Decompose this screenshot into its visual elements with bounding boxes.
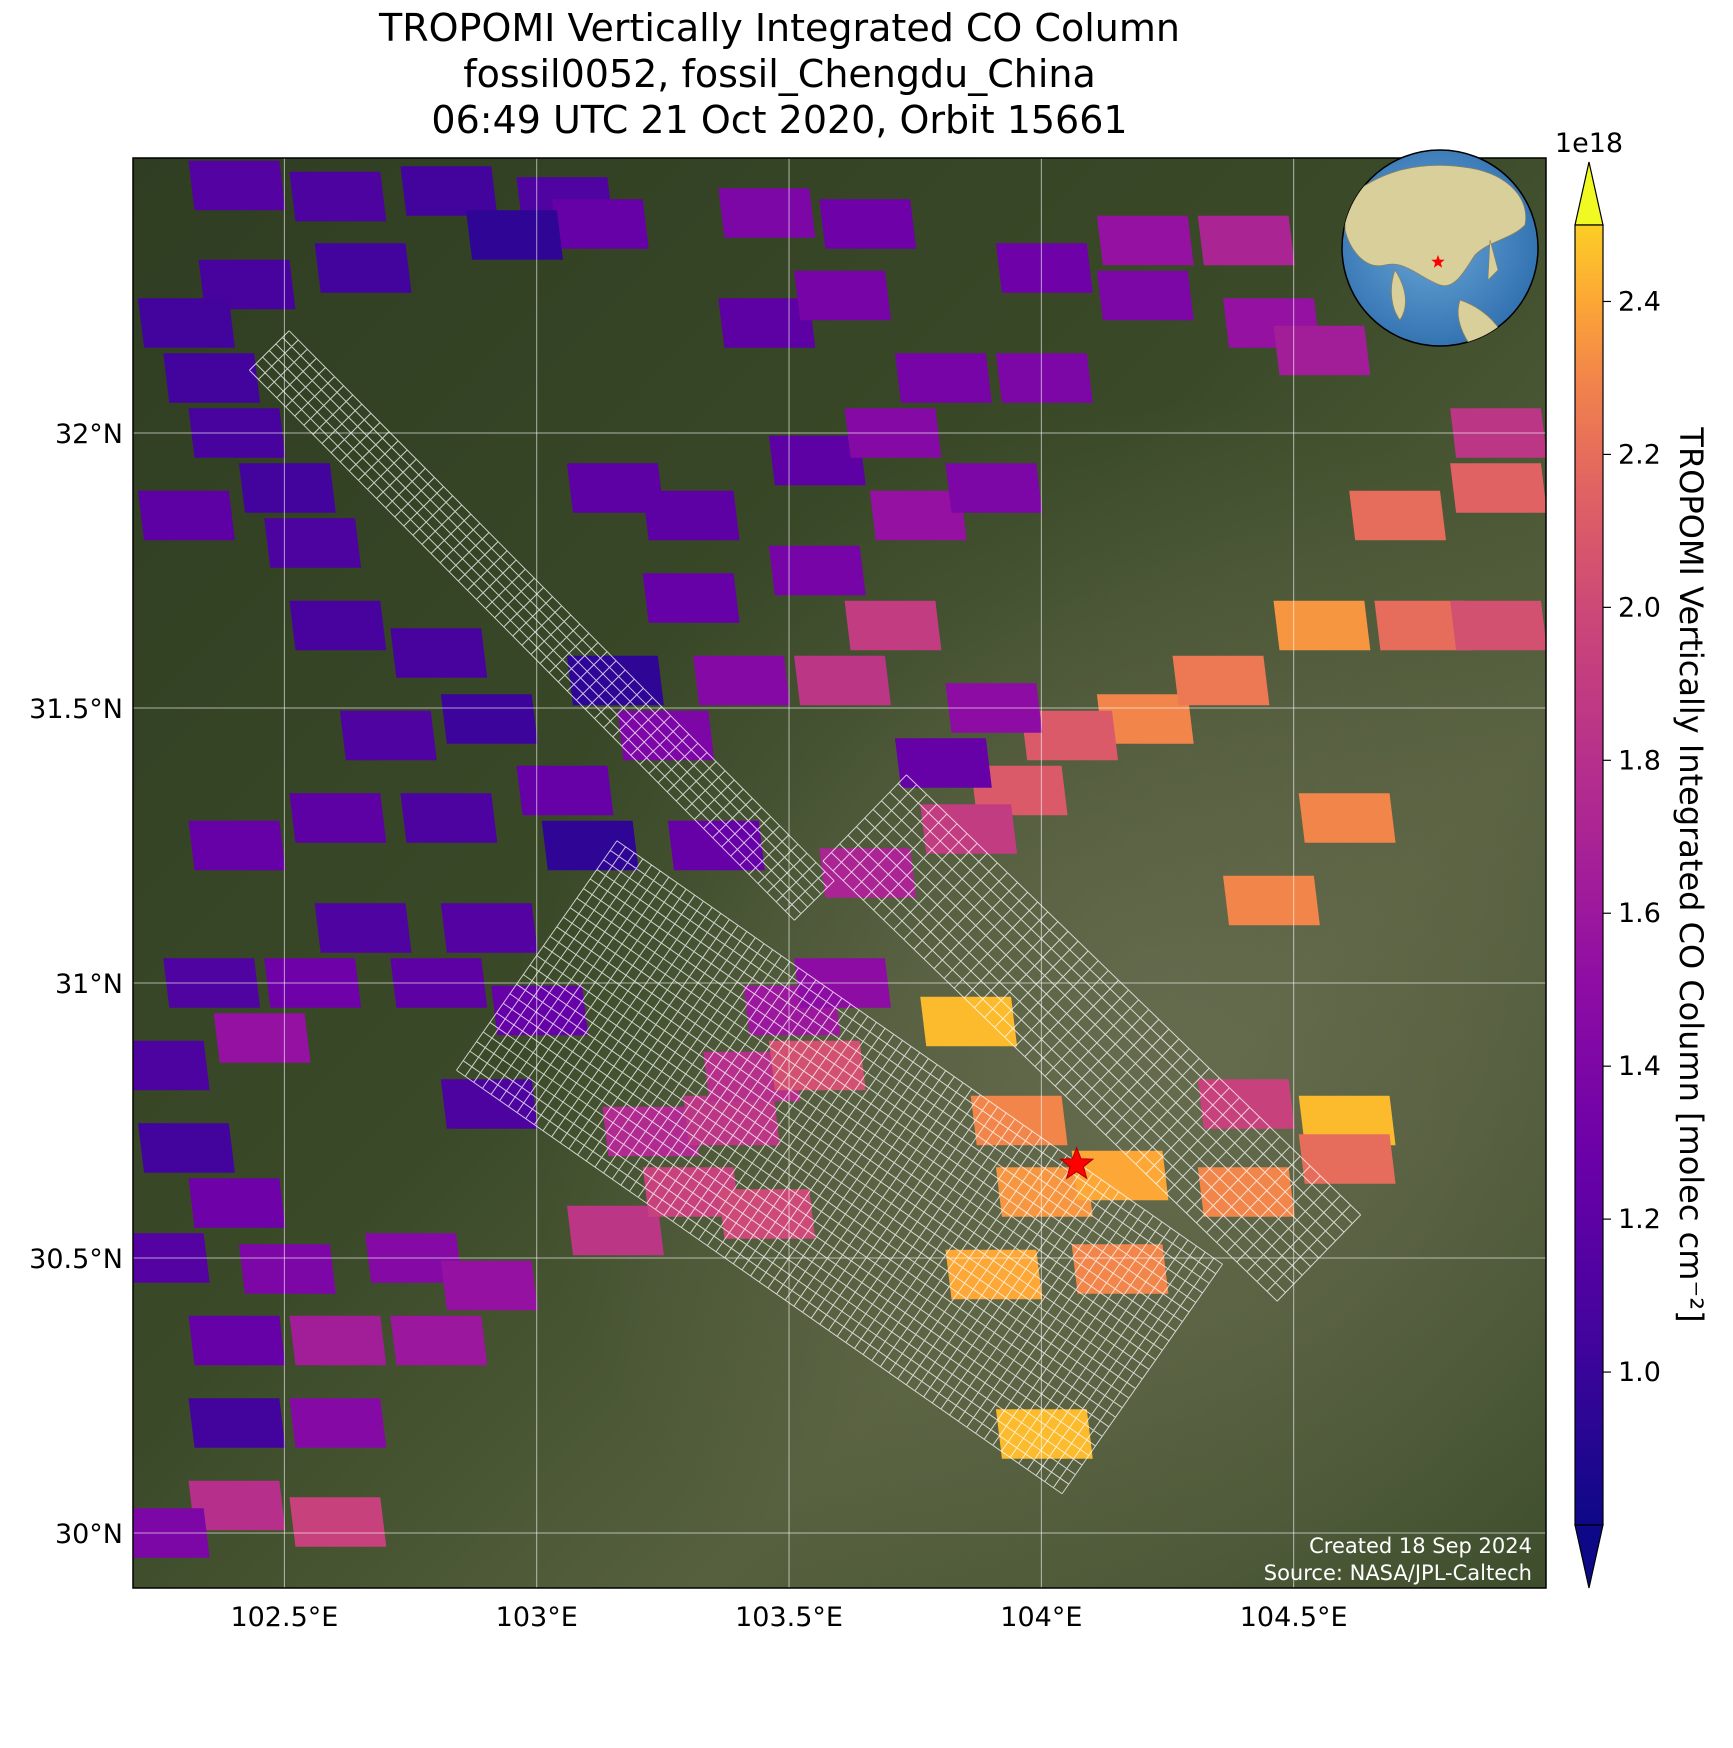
co-sounding-pixel <box>845 601 942 651</box>
y-tick-label: 31°N <box>55 969 123 1000</box>
colorbar-tick-label: 1.4 <box>1618 1051 1661 1082</box>
co-sounding-pixel <box>441 1261 538 1311</box>
co-sounding-pixel <box>945 463 1042 513</box>
co-sounding-pixel <box>819 199 916 249</box>
co-sounding-pixel <box>552 199 649 249</box>
co-sounding-pixel <box>1450 463 1547 513</box>
co-sounding-pixel <box>239 1244 336 1294</box>
x-tick-label: 104°E <box>1000 1602 1082 1633</box>
co-sounding-pixel <box>920 997 1017 1047</box>
co-sounding-pixel <box>693 656 790 706</box>
co-sounding-pixel <box>971 1096 1068 1146</box>
colorbar-extend-top <box>1575 162 1603 225</box>
co-sounding-pixel <box>400 166 497 216</box>
co-sounding-pixel <box>643 573 740 623</box>
y-tick-label: 30°N <box>55 1519 123 1550</box>
colorbar-tick-label: 2.0 <box>1618 592 1661 623</box>
x-tick-label: 103°E <box>496 1602 578 1633</box>
co-sounding-pixel <box>390 628 487 678</box>
co-sounding-pixel <box>996 243 1093 293</box>
colorbar-ticks: 1.0 1.2 1.4 1.6 1.8 2.0 2.2 2.4 <box>1603 286 1661 1388</box>
co-sounding-pixel <box>400 793 497 843</box>
colorbar-tick-label: 2.2 <box>1618 439 1661 470</box>
co-sounding-pixel <box>189 821 286 871</box>
co-sounding-pixel <box>1299 1134 1396 1184</box>
basemap <box>113 158 1547 1588</box>
created-credit: Created 18 Sep 2024 <box>1309 1534 1532 1558</box>
colorbar-tick-label: 2.4 <box>1618 286 1661 317</box>
co-sounding-pixel <box>390 1316 487 1366</box>
co-sounding-pixel <box>996 353 1093 403</box>
co-sounding-pixel <box>441 694 538 744</box>
co-sounding-pixel <box>491 986 588 1036</box>
co-sounding-pixel <box>315 903 412 953</box>
co-sounding-pixel <box>113 1041 210 1091</box>
colorbar: 1.0 1.2 1.4 1.6 1.8 2.0 2.2 2.4 1e18 TROPOMI Ve… <box>1555 128 1710 1588</box>
co-sounding-pixel <box>138 491 235 541</box>
co-sounding-pixel <box>289 1316 386 1366</box>
colorbar-multiplier: 1e18 <box>1555 128 1623 159</box>
co-sounding-pixel <box>289 1497 386 1547</box>
co-sounding-pixel <box>895 353 992 403</box>
co-sounding-pixel <box>189 1316 286 1366</box>
co-sounding-pixel <box>189 1178 286 1228</box>
co-sounding-pixel <box>466 210 563 260</box>
co-sounding-pixel <box>340 711 437 761</box>
co-sounding-pixel <box>517 766 614 816</box>
colorbar-tick-label: 1.8 <box>1618 745 1661 776</box>
x-axis-ticks: 102.5°E 103°E 103.5°E 104°E 104.5°E <box>230 1602 1347 1633</box>
co-sounding-pixel <box>289 172 386 222</box>
x-tick-label: 104.5°E <box>1240 1602 1348 1633</box>
co-sounding-pixel <box>794 656 891 706</box>
co-sounding-pixel <box>1198 216 1295 266</box>
co-sounding-pixel <box>315 243 412 293</box>
colorbar-tick-label: 1.2 <box>1618 1204 1661 1235</box>
co-sounding-pixel <box>1299 793 1396 843</box>
co-sounding-pixel <box>1273 601 1370 651</box>
x-tick-label: 103.5°E <box>735 1602 843 1633</box>
co-sounding-pixel <box>1223 876 1320 926</box>
co-sounding-pixel <box>189 1398 286 1448</box>
co-sounding-pixel <box>289 601 386 651</box>
y-tick-label: 31.5°N <box>29 694 123 725</box>
y-axis-ticks: 30°N 30.5°N 31°N 31.5°N 32°N <box>29 419 123 1550</box>
co-sounding-pixel <box>289 793 386 843</box>
colorbar-extend-bottom <box>1575 1525 1603 1588</box>
co-sounding-pixel <box>1349 491 1446 541</box>
co-sounding-pixel <box>138 1123 235 1173</box>
co-sounding-pixel <box>769 546 866 596</box>
co-sounding-pixel <box>794 271 891 321</box>
inset-globe <box>1342 150 1538 346</box>
colorbar-label: TROPOMI Vertically Integrated CO Column … <box>1672 426 1710 1322</box>
co-sounding-pixel <box>441 903 538 953</box>
co-sounding-pixel <box>138 298 235 348</box>
co-sounding-pixel <box>945 1250 1042 1300</box>
colorbar-tick-label: 1.6 <box>1618 898 1661 929</box>
source-credit: Source: NASA/JPL-Caltech <box>1264 1561 1532 1585</box>
y-tick-label: 30.5°N <box>29 1244 123 1275</box>
co-sounding-pixel <box>718 188 815 238</box>
co-sounding-pixel <box>769 1041 866 1091</box>
co-sounding-pixel <box>239 463 336 513</box>
colorbar-tick-label: 1.0 <box>1618 1357 1661 1388</box>
colorbar-ramp <box>1575 225 1603 1525</box>
co-sounding-pixel <box>264 518 361 568</box>
co-sounding-pixel <box>567 463 664 513</box>
y-tick-label: 32°N <box>55 419 123 450</box>
co-sounding-pixel <box>189 161 286 211</box>
co-sounding-pixel <box>1097 216 1194 266</box>
co-sounding-pixel <box>163 353 260 403</box>
co-sounding-pixel <box>1450 601 1547 651</box>
co-sounding-pixel <box>214 1013 311 1063</box>
co-sounding-pixel <box>895 738 992 788</box>
co-sounding-pixel <box>289 1398 386 1448</box>
co-sounding-pixel <box>1273 326 1370 376</box>
co-sounding-pixel <box>1097 271 1194 321</box>
co-sounding-pixel <box>1173 656 1270 706</box>
x-tick-label: 102.5°E <box>230 1602 338 1633</box>
